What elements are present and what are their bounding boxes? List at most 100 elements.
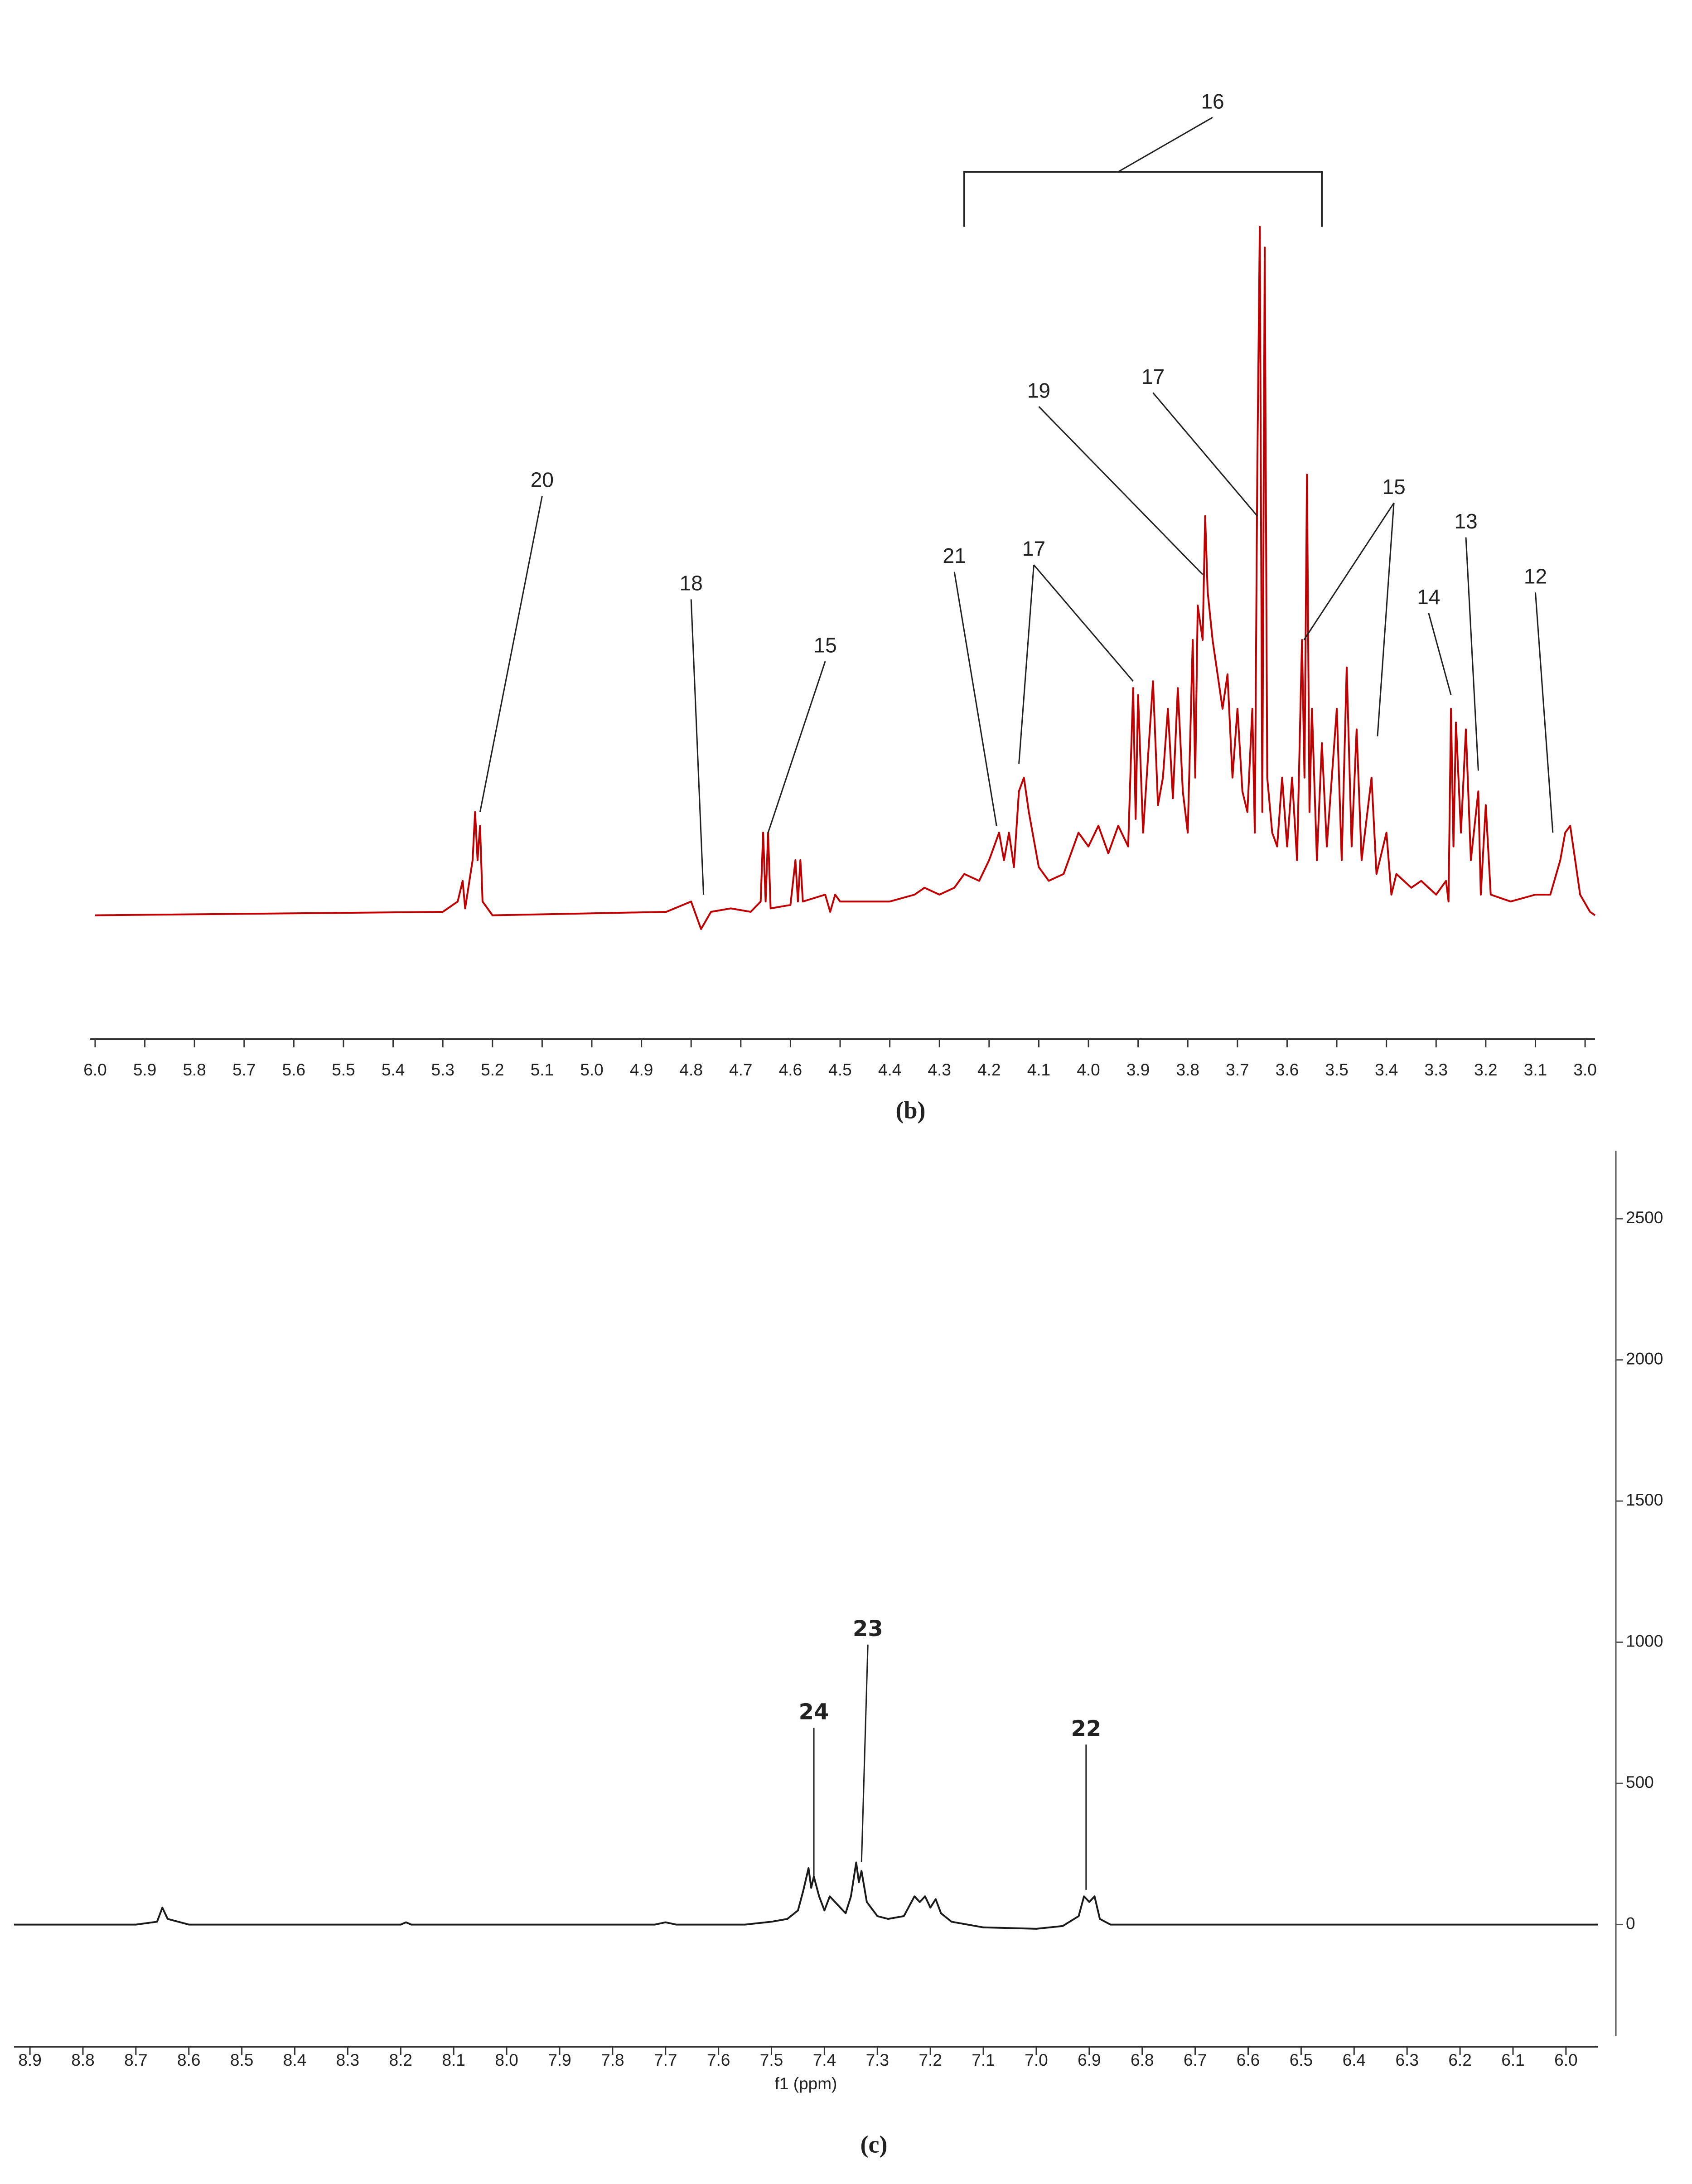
x-tick-label: 5.3 (431, 1061, 454, 1079)
x-tick-label: 6.6 (1237, 2051, 1260, 2069)
x-tick-label: 8.6 (177, 2051, 200, 2069)
y-tick-label: 2500 (1626, 1208, 1663, 1227)
x-tick-label: 4.9 (630, 1061, 653, 1079)
leader-line (1018, 565, 1035, 764)
x-tick-label: 5.9 (133, 1061, 156, 1079)
peak-label: 24 (799, 1700, 829, 1725)
x-tick-label: 3.8 (1176, 1061, 1199, 1079)
x-tick-label: 3.2 (1474, 1061, 1497, 1079)
peak-label: 14 (1417, 585, 1440, 609)
x-tick-label: 8.9 (18, 2051, 41, 2069)
x-tick-label: 3.7 (1226, 1061, 1249, 1079)
peak-label: 19 (1027, 378, 1050, 402)
x-tick-label: 7.1 (972, 2051, 995, 2069)
x-tick-label: 5.5 (332, 1061, 355, 1079)
x-tick-label: 5.0 (580, 1061, 603, 1079)
peak-label: 21 (943, 544, 966, 567)
x-tick-label: 3.6 (1276, 1061, 1299, 1079)
leader-line (1033, 564, 1134, 682)
x-tick-label: 4.0 (1077, 1061, 1100, 1079)
x-tick-label: 7.0 (1025, 2051, 1048, 2069)
x-tick-label: 3.3 (1425, 1061, 1448, 1079)
x-tick-label: 5.6 (282, 1061, 305, 1079)
x-tick-label: 8.2 (389, 2051, 412, 2069)
peak-label: 12 (1524, 564, 1547, 588)
y-tick-label: 0 (1626, 1914, 1635, 1932)
x-tick-label: 8.3 (336, 2051, 359, 2069)
leader-line (1152, 392, 1258, 517)
x-tick-label: 7.3 (866, 2051, 889, 2069)
x-tick-label: 4.1 (1027, 1061, 1050, 1079)
x-tick-label: 4.5 (828, 1061, 851, 1079)
x-tick-label: 6.7 (1184, 2051, 1207, 2069)
spectrum-line (95, 226, 1596, 930)
x-tick-label: 3.9 (1126, 1061, 1150, 1079)
x-tick-label: 7.8 (601, 2051, 624, 2069)
x-tick-label: 6.3 (1395, 2051, 1418, 2069)
x-tick-label: 6.9 (1078, 2051, 1101, 2069)
peak-label: 20 (531, 468, 554, 492)
x-tick-label: 8.1 (442, 2051, 465, 2069)
leader-line (1038, 406, 1204, 575)
peak-label: 13 (1454, 509, 1477, 533)
x-tick-label: 3.0 (1573, 1061, 1596, 1079)
leader-line (479, 496, 543, 813)
x-tick-label: 3.1 (1524, 1061, 1547, 1079)
leader-line (690, 599, 705, 895)
y-tick-label: 1000 (1626, 1632, 1663, 1650)
leader-line (1303, 502, 1395, 640)
x-tick-label: 3.4 (1375, 1061, 1398, 1079)
x-tick-label: 4.7 (729, 1061, 752, 1079)
y-tick-label: 2000 (1626, 1349, 1663, 1368)
x-tick-label: 5.8 (183, 1061, 206, 1079)
x-tick-label: 5.4 (382, 1061, 405, 1079)
x-tick-label: 7.9 (548, 2051, 571, 2069)
x-tick-label: 4.8 (679, 1061, 702, 1079)
x-tick-label: 6.2 (1448, 2051, 1471, 2069)
peak-label: 17 (1141, 365, 1165, 388)
x-tick-label: 8.4 (283, 2051, 306, 2069)
spectrum-line (14, 1861, 1598, 1930)
peak-label: 16 (1201, 89, 1224, 113)
leader-line (1377, 503, 1395, 736)
y-tick-label: 500 (1626, 1773, 1654, 1792)
peak-label: 15 (1383, 475, 1406, 499)
peak-label: 18 (680, 571, 703, 595)
x-tick-label: 6.5 (1290, 2051, 1313, 2069)
panel-caption: (b) (896, 1096, 926, 1123)
leader-line (1534, 592, 1554, 833)
y-tick-label: 1500 (1626, 1491, 1663, 1509)
x-tick-label: 6.4 (1343, 2051, 1366, 2069)
x-tick-label: 8.0 (495, 2051, 518, 2069)
panel-caption: (c) (861, 2131, 888, 2158)
x-tick-label: 4.2 (977, 1061, 1001, 1079)
x-tick-label: 4.4 (878, 1061, 901, 1079)
x-tick-label: 4.3 (928, 1061, 951, 1079)
x-tick-label: 4.6 (779, 1061, 802, 1079)
x-tick-label: 7.7 (654, 2051, 677, 2069)
x-tick-label: 8.7 (124, 2051, 147, 2069)
x-tick-label: 8.8 (71, 2051, 94, 2069)
leader-line (953, 571, 997, 826)
peak-label: 23 (853, 1616, 883, 1642)
x-tick-label: 6.8 (1131, 2051, 1154, 2069)
leader-line (1465, 537, 1479, 771)
x-tick-label: 6.0 (83, 1061, 106, 1079)
x-tick-label: 7.5 (760, 2051, 783, 2069)
x-tick-label: 3.5 (1325, 1061, 1348, 1079)
peak-label: 15 (814, 633, 837, 657)
leader-line (767, 661, 826, 833)
x-tick-label: 5.7 (232, 1061, 256, 1079)
peak-label: 22 (1071, 1716, 1101, 1741)
x-tick-label: 7.2 (919, 2051, 942, 2069)
x-tick-label: 7.4 (813, 2051, 836, 2069)
peak-label: 17 (1022, 537, 1045, 561)
x-tick-label: 8.5 (230, 2051, 253, 2069)
x-tick-label: 5.2 (481, 1061, 504, 1079)
leader-line (1428, 613, 1452, 695)
x-tick-label: 6.0 (1554, 2051, 1577, 2069)
bracket (963, 171, 1323, 227)
x-tick-label: 6.1 (1501, 2051, 1524, 2069)
leader-line (861, 1644, 869, 1862)
